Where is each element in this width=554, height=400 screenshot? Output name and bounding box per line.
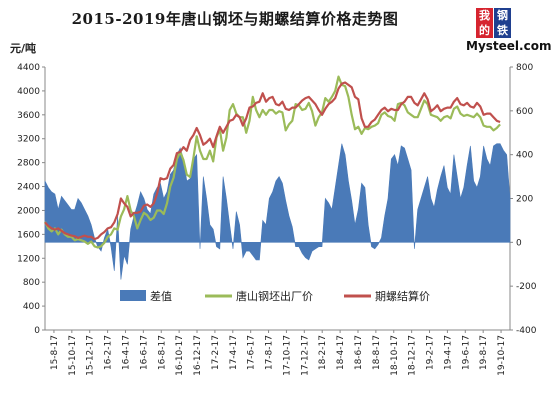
right-tick-label: 800 — [516, 63, 533, 73]
diff-area-series — [44, 143, 511, 280]
x-tick-label: 17-4-17 — [229, 335, 239, 370]
legend-futures-label: 期螺结算价 — [375, 289, 430, 303]
billet-price-line — [44, 75, 501, 249]
x-tick-label: 17-2-17 — [211, 335, 221, 370]
left-tick-label: 1600 — [17, 230, 40, 240]
right-tick-label: 400 — [516, 151, 533, 161]
futures-price-line — [44, 81, 501, 241]
right-tick-label: -200 — [516, 282, 537, 292]
x-tick-label: 16-4-17 — [121, 335, 131, 370]
legend-diff-swatch — [120, 290, 146, 301]
right-tick-label: 0 — [516, 238, 522, 248]
x-tick-label: 16-12-17 — [193, 335, 203, 376]
right-tick-label: 200 — [516, 195, 533, 205]
right-tick-label: 600 — [516, 107, 533, 117]
x-tick-label: 17-10-17 — [282, 335, 292, 376]
x-tick-label: 18-10-17 — [390, 335, 400, 376]
logo-red-block: 我的 — [476, 8, 493, 38]
legend-billet-label: 唐山钢坯出厂价 — [236, 289, 313, 303]
x-tick-label: 16-8-17 — [157, 335, 167, 370]
x-tick-label: 16-10-17 — [175, 335, 185, 376]
x-tick-label: 19-8-17 — [479, 335, 489, 370]
logo-blue-block: 钢铁 — [494, 8, 511, 38]
left-tick-label: 800 — [23, 278, 40, 288]
left-tick-label: 3600 — [17, 111, 40, 121]
x-tick-label: 18-12-17 — [408, 335, 418, 376]
x-tick-label: 19-2-17 — [426, 335, 436, 370]
x-tick-label: 18-2-17 — [318, 335, 328, 370]
x-tick-label: 18-4-17 — [336, 335, 346, 370]
left-tick-label: 2400 — [17, 183, 40, 193]
logo-text: Mysteel.com — [466, 39, 552, 53]
x-tick-label: 15-10-17 — [68, 335, 78, 376]
left-tick-label: 4000 — [17, 87, 40, 97]
x-tick-label: 16-6-17 — [139, 335, 149, 370]
left-tick-label: 0 — [34, 326, 40, 336]
mysteel-logo: 我的 钢铁 Mysteel.com — [466, 8, 551, 54]
left-tick-label: 4400 — [17, 63, 40, 73]
x-tick-label: 17-12-17 — [300, 335, 310, 376]
x-tick-label: 19-6-17 — [461, 335, 471, 370]
x-tick-label: 19-10-17 — [497, 335, 507, 376]
x-tick-label: 17-6-17 — [247, 335, 257, 370]
unit-label: 元/吨 — [10, 42, 37, 55]
x-tick-label: 15-8-17 — [50, 335, 60, 370]
left-tick-label: 1200 — [17, 254, 40, 264]
legend-diff-label: 差值 — [150, 289, 172, 303]
x-tick-label: 18-8-17 — [372, 335, 382, 370]
right-tick-label: -400 — [516, 326, 537, 336]
x-tick-label: 15-12-17 — [86, 335, 96, 376]
left-tick-label: 400 — [23, 302, 40, 312]
x-tick-label: 19-4-17 — [443, 335, 453, 370]
x-tick-label: 17-8-17 — [265, 335, 275, 370]
x-tick-label: 18-6-17 — [354, 335, 364, 370]
left-tick-label: 3200 — [17, 135, 40, 145]
x-tick-label: 16-2-17 — [104, 335, 114, 370]
left-tick-label: 2800 — [17, 159, 40, 169]
chart-title: 2015-2019年唐山钢坯与期螺结算价格走势图 — [71, 10, 399, 28]
left-tick-label: 2000 — [17, 206, 40, 216]
